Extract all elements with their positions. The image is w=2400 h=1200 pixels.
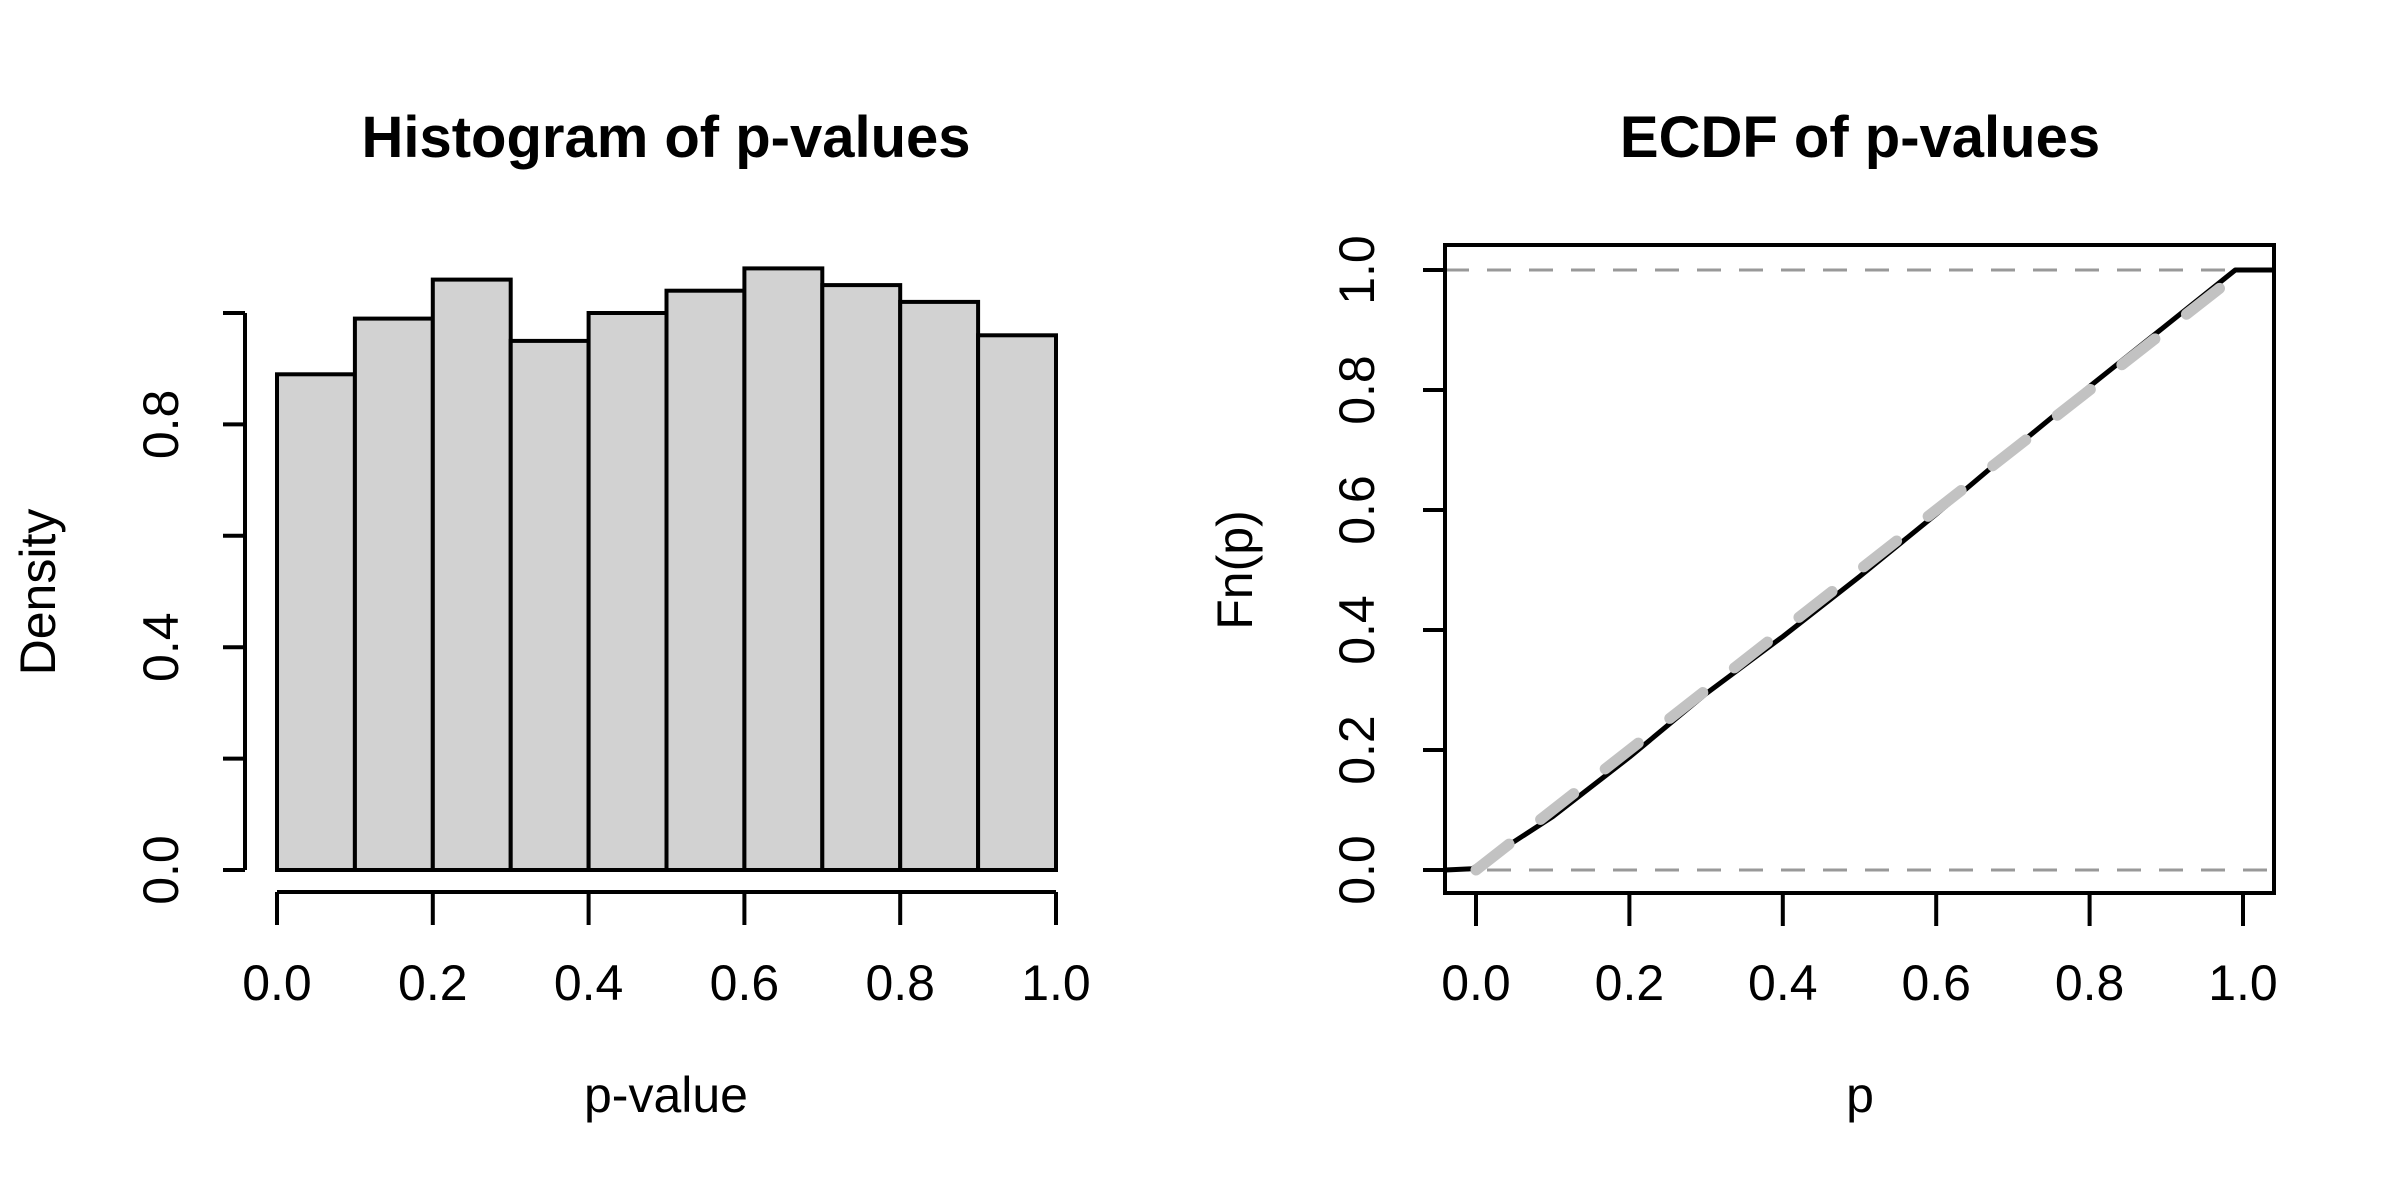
ecdf-xlabel: p — [1846, 1067, 1874, 1123]
histogram-bar — [898, 299, 981, 872]
ecdf-x-tick-label: 0.6 — [1901, 955, 1971, 1011]
histogram-bar — [275, 372, 357, 872]
histogram-x-tick-label: 0.4 — [554, 955, 624, 1011]
ecdf-lines — [1445, 264, 2274, 876]
ecdf-panel: ECDF of p-values 0.00.20.40.60.81.0 0.0 0… — [1207, 105, 2278, 1123]
histogram-bars — [275, 266, 1058, 873]
ecdf-ylabel: Fn(p) — [1207, 510, 1263, 629]
histogram-bar — [352, 316, 435, 873]
ecdf-y-axis: 0.0 0.2 0.4 0.6 0.8 1.0 — [1329, 235, 1445, 905]
ecdf-x-tick-label: 0.0 — [1441, 955, 1511, 1011]
ecdf-y-tick-label: 1.0 — [1329, 235, 1385, 305]
histogram-bar — [820, 283, 903, 873]
histogram-y-tick-label: 0.4 — [133, 612, 189, 682]
ecdf-x-tick-label: 1.0 — [2208, 955, 2278, 1011]
histogram-y-tick-label: 0.8 — [133, 390, 189, 460]
histogram-x-tick-label: 0.0 — [242, 955, 312, 1011]
histogram-panel: Histogram of p-values 0.00.40.8 0.0 0.2 0.… — [10, 105, 1091, 1123]
histogram-y-tick-label: 0.0 — [133, 835, 189, 905]
histogram-x-tick-label: 1.0 — [1021, 955, 1091, 1011]
histogram-x-tick-label: 0.2 — [398, 955, 468, 1011]
histogram-title: Histogram of p-values — [361, 105, 970, 170]
histogram-bar — [508, 338, 591, 872]
histogram-x-axis: 0.0 0.2 0.4 0.6 0.8 1.0 — [242, 890, 1091, 1011]
histogram-bar — [742, 266, 825, 872]
ecdf-plot-box — [1443, 243, 2276, 895]
histogram-bar — [586, 311, 669, 872]
histogram-bar — [430, 277, 513, 873]
ecdf-x-axis: 0.0 0.2 0.4 0.6 0.8 1.0 — [1441, 893, 2278, 1011]
histogram-x-tick-label: 0.6 — [710, 955, 780, 1011]
ecdf-title: ECDF of p-values — [1620, 105, 2100, 170]
histogram-bar — [976, 333, 1058, 872]
ecdf-y-tick-label: 0.0 — [1329, 835, 1385, 905]
histogram-xlabel: p-value — [584, 1067, 748, 1123]
ecdf-y-tick-label: 0.2 — [1329, 715, 1385, 785]
uniform-reference-diagonal-line — [1470, 264, 2249, 876]
ecdf-x-tick-label: 0.4 — [1748, 955, 1818, 1011]
ecdf-y-tick-label: 0.4 — [1329, 595, 1385, 665]
histogram-ylabel: Density — [10, 509, 66, 676]
histogram-x-tick-label: 0.8 — [865, 955, 935, 1011]
ecdf-y-tick-label: 0.8 — [1329, 355, 1385, 425]
histogram-y-axis: 0.0 0.4 0.8 — [133, 311, 247, 905]
ecdf-y-tick-label: 0.6 — [1329, 475, 1385, 545]
ecdf-x-tick-label: 0.8 — [2055, 955, 2125, 1011]
ecdf-x-tick-label: 0.2 — [1595, 955, 1665, 1011]
histogram-bar — [664, 288, 747, 872]
